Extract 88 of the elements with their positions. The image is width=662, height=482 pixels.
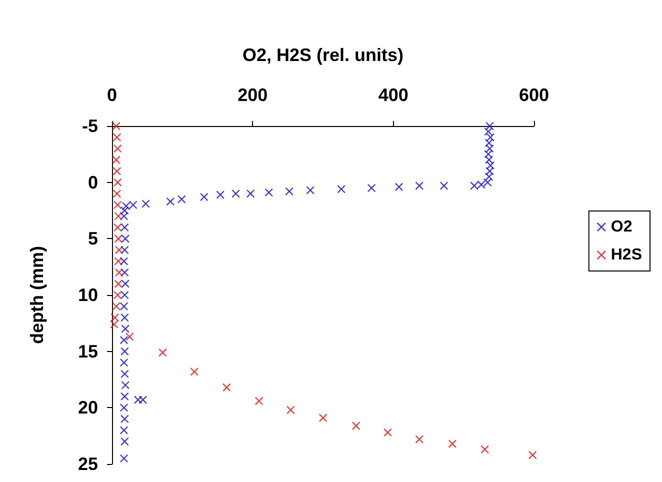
point [120, 302, 128, 310]
point [166, 197, 174, 206]
point [120, 404, 128, 412]
x-tick-label: 600 [518, 85, 550, 105]
point [120, 336, 128, 344]
point [486, 144, 494, 153]
point [200, 192, 208, 201]
point [480, 445, 489, 454]
point [114, 223, 122, 232]
y-axis-title: depth (mm) [27, 246, 47, 344]
point [115, 246, 124, 254]
point [319, 414, 327, 422]
point [114, 234, 122, 243]
y-tick-label: 20 [78, 398, 98, 418]
x-tick-label: 0 [106, 85, 118, 105]
point [178, 195, 186, 204]
y-tick-label: 25 [78, 454, 98, 474]
point [121, 381, 130, 390]
y-tick-label: 10 [78, 285, 98, 305]
point [486, 122, 494, 130]
point [254, 396, 263, 405]
point [121, 324, 130, 333]
point [120, 347, 129, 356]
point [285, 187, 294, 196]
point [120, 414, 129, 423]
point [484, 128, 492, 136]
point [120, 426, 128, 434]
legend-label: H2S [610, 246, 642, 264]
point [114, 212, 122, 220]
point [528, 450, 537, 459]
point [126, 332, 134, 341]
point [138, 396, 147, 404]
point [114, 178, 122, 186]
point [286, 406, 295, 414]
point [246, 190, 255, 198]
point [114, 257, 122, 266]
point [394, 182, 403, 191]
point [384, 428, 392, 436]
x-tick-label: 400 [378, 85, 408, 105]
point [484, 178, 492, 186]
point [158, 348, 167, 356]
point [129, 200, 138, 209]
point [120, 454, 128, 462]
point [484, 156, 493, 164]
x-tick-label: 200 [238, 85, 268, 105]
point [114, 291, 122, 299]
point [448, 440, 456, 448]
point [110, 320, 118, 328]
point [120, 437, 129, 446]
x-axis-title: O2, H2S (rel. units) [242, 45, 404, 65]
point [112, 133, 121, 142]
point [112, 190, 121, 198]
point [112, 167, 121, 176]
point [477, 180, 486, 189]
point [120, 370, 129, 378]
point [142, 200, 150, 208]
point [368, 184, 376, 192]
point [114, 280, 122, 288]
point [114, 144, 122, 153]
point [120, 358, 128, 367]
y-tick-label: -5 [82, 116, 98, 136]
point [470, 182, 478, 190]
point [112, 302, 120, 310]
point [440, 182, 448, 190]
point [120, 223, 129, 232]
point [264, 188, 273, 196]
point [415, 435, 424, 444]
point [114, 200, 122, 209]
point [415, 182, 424, 190]
point [222, 383, 231, 392]
legend-label: O2 [610, 218, 632, 236]
point [110, 314, 119, 322]
point [120, 314, 129, 322]
point [112, 156, 120, 164]
point [121, 234, 130, 243]
point [216, 190, 224, 199]
y-tick-label: 5 [88, 228, 98, 249]
point [232, 190, 240, 198]
point [190, 368, 198, 376]
point [352, 422, 360, 430]
point [120, 392, 129, 400]
y-tick-label: 15 [78, 341, 98, 362]
point [306, 186, 314, 194]
point [484, 172, 493, 181]
point [115, 268, 124, 276]
point [337, 185, 346, 194]
point [120, 291, 129, 299]
y-tick-label: 0 [88, 172, 98, 192]
